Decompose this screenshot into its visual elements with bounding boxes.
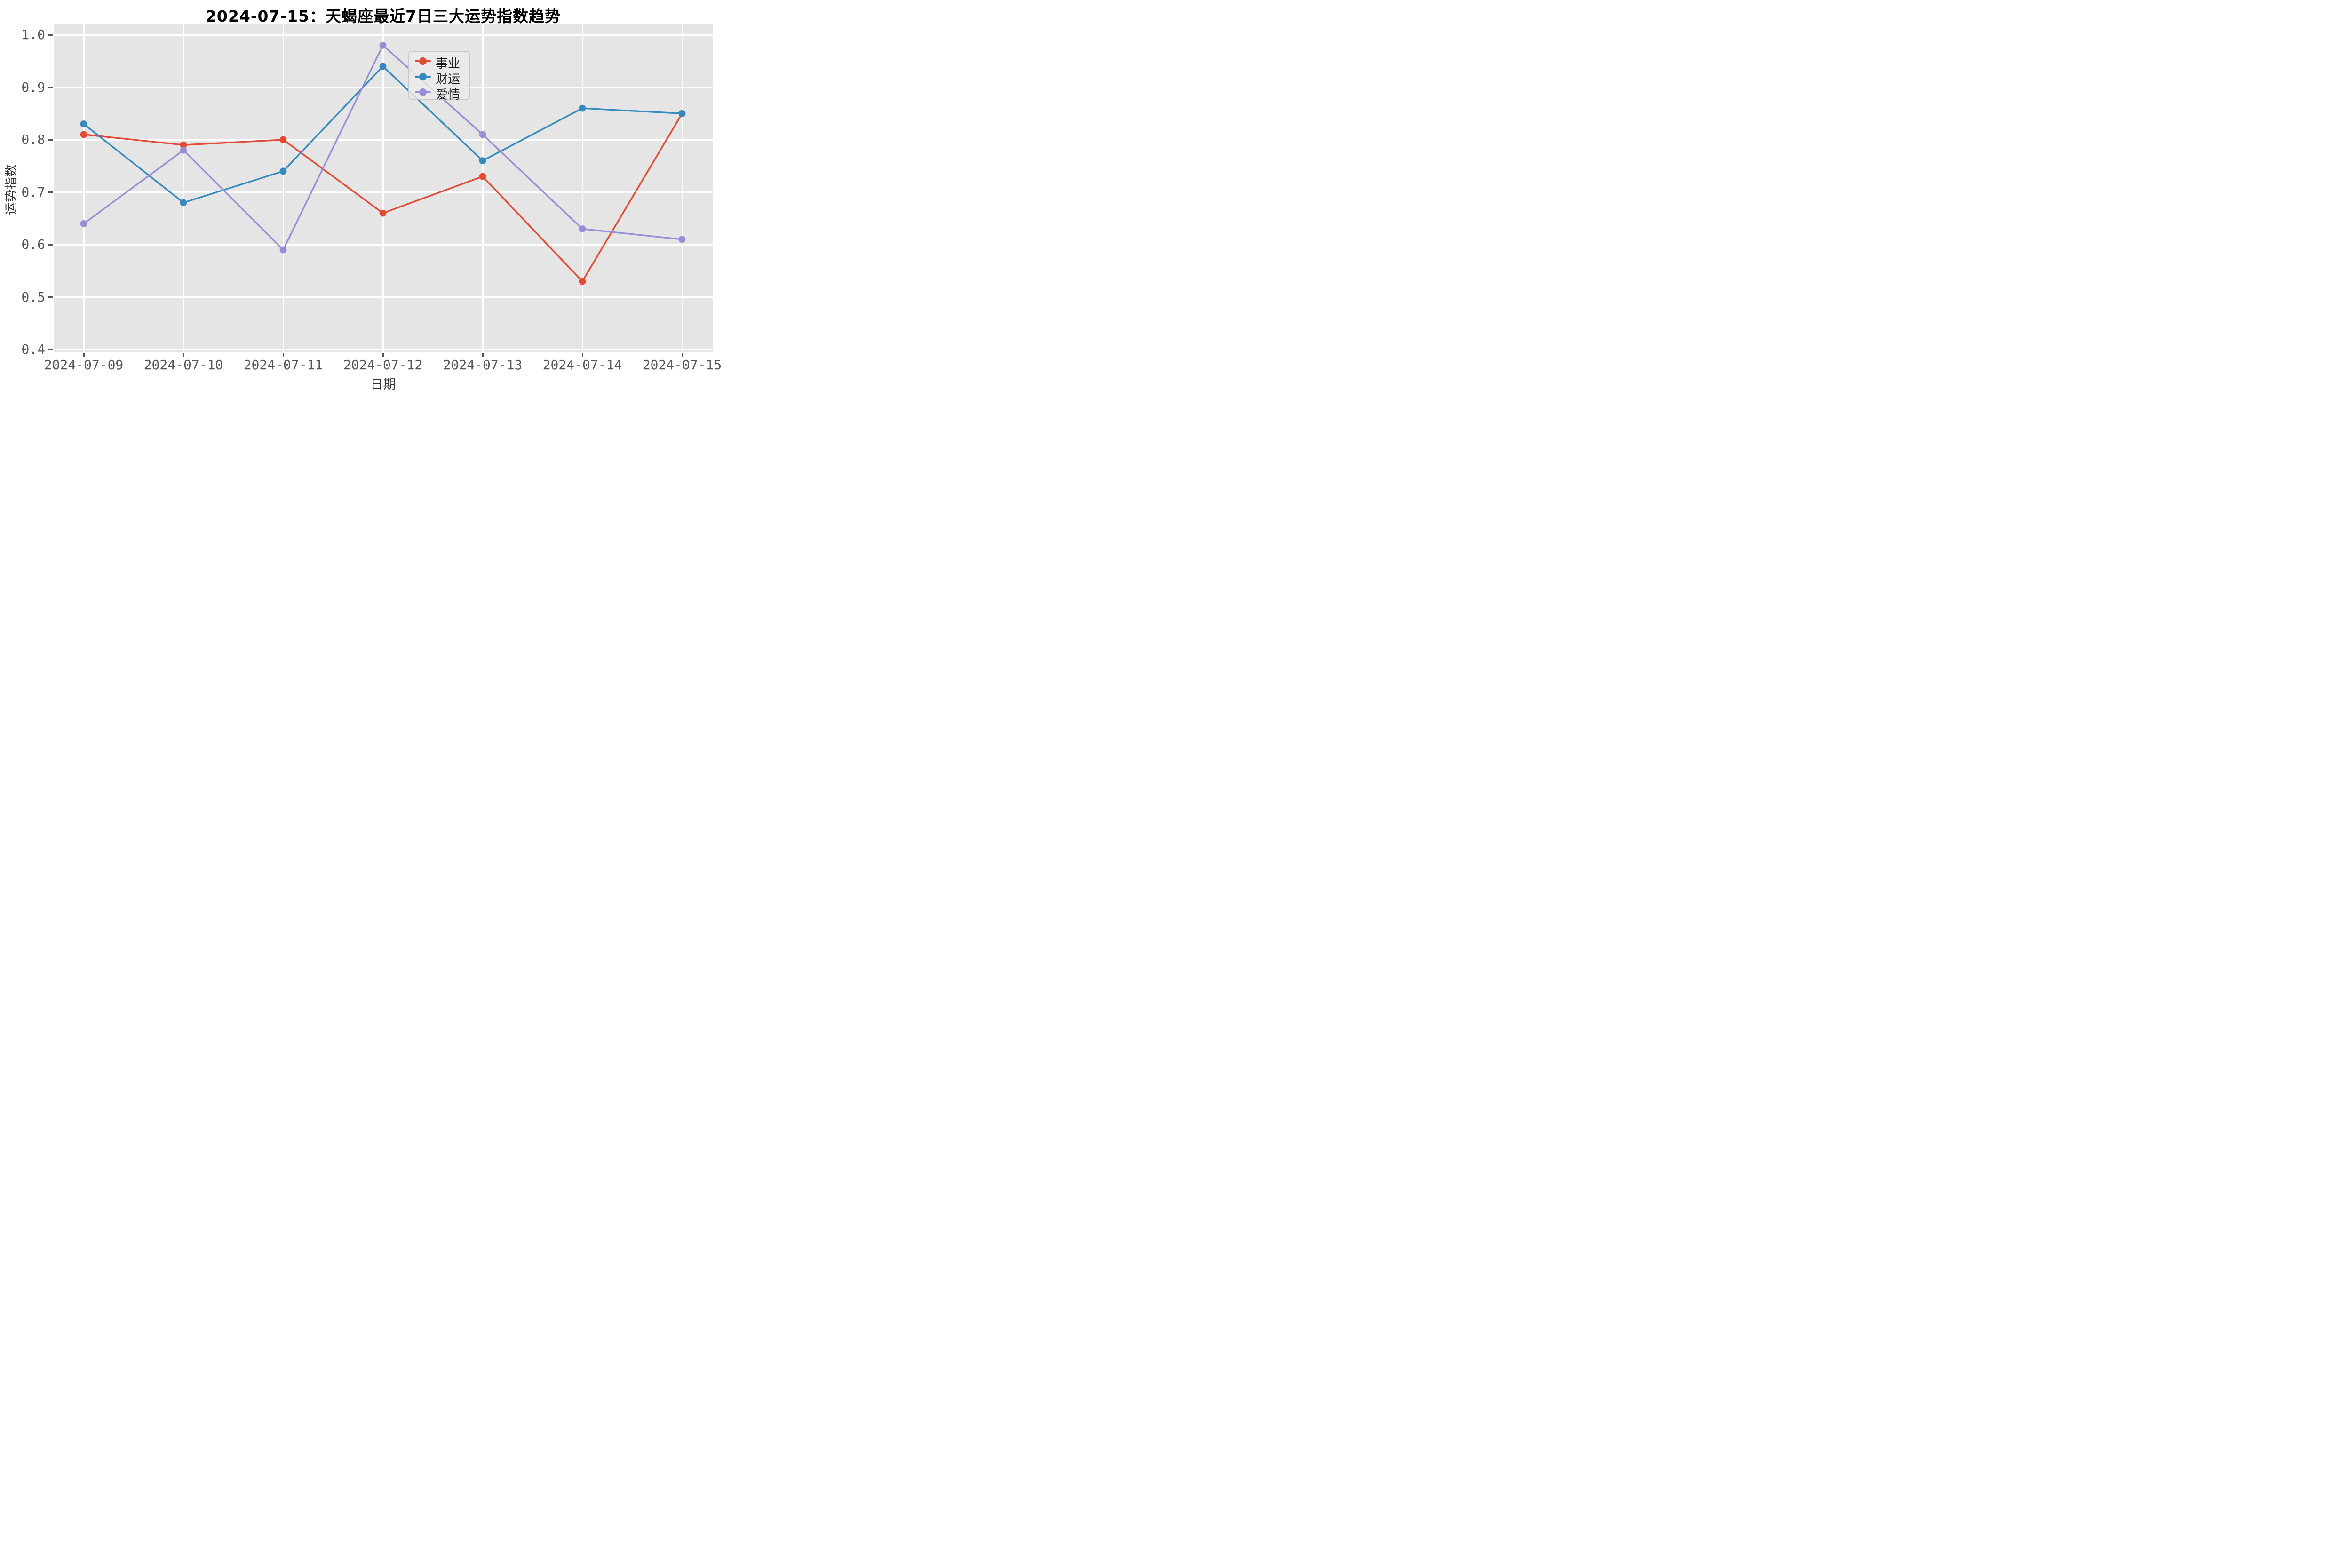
x-tick-mark (482, 353, 484, 357)
y-tick-mark (48, 34, 53, 36)
x-tick-mark (83, 353, 85, 357)
y-tick-mark (48, 87, 53, 88)
x-tick-label: 2024-07-12 (343, 357, 423, 373)
x-gridline (282, 24, 284, 352)
y-tick-label: 0.4 (21, 342, 45, 357)
x-tick-mark (581, 353, 583, 357)
x-tick-mark (183, 353, 184, 357)
love-line-marker-icon (415, 87, 431, 98)
chart-title: 2024-07-15：天蝎座最近7日三大运势指数趋势 (205, 7, 561, 25)
y-tick-mark (48, 349, 53, 350)
data-point-career (279, 136, 287, 143)
x-tick-label: 2024-07-10 (143, 357, 223, 373)
y-tick-label: 1.0 (21, 27, 45, 42)
x-axis-label: 日期 (370, 377, 396, 392)
y-tick-mark (48, 244, 53, 246)
plot-area: 事业 财运 爱情 (54, 24, 713, 352)
data-point-love (379, 41, 387, 49)
fortune-trend-figure: 2024-07-15：天蝎座最近7日三大运势指数趋势 事业 财运 (0, 0, 729, 392)
y-tick-mark (48, 191, 53, 193)
data-point-wealth (80, 120, 87, 127)
x-tick-mark (282, 353, 284, 357)
data-point-love (80, 220, 87, 227)
career-line-marker-icon (415, 56, 431, 67)
legend-label-wealth: 财运 (436, 72, 461, 87)
data-point-wealth (579, 104, 586, 112)
y-tick-label: 0.9 (21, 79, 45, 95)
x-tick-label: 2024-07-11 (243, 357, 323, 373)
x-gridline (482, 24, 484, 352)
x-gridline (83, 24, 85, 352)
legend-label-career: 事业 (436, 57, 461, 71)
series-line-wealth (83, 65, 683, 204)
data-point-love (279, 246, 287, 254)
data-point-career (379, 209, 387, 217)
data-point-love (678, 236, 686, 243)
data-point-career (180, 141, 187, 149)
x-gridline (681, 24, 683, 352)
x-gridline (183, 24, 184, 352)
y-tick-mark (48, 139, 53, 141)
x-tick-mark (681, 353, 683, 357)
data-point-wealth (279, 167, 287, 175)
data-point-love (479, 131, 486, 138)
y-tick-label: 0.6 (21, 237, 45, 252)
data-point-wealth (180, 199, 187, 207)
series-lines-svg (80, 41, 686, 285)
x-tick-label: 2024-07-13 (443, 357, 523, 373)
x-tick-mark (382, 353, 384, 357)
y-tick-label: 0.7 (21, 184, 45, 200)
x-tick-label: 2024-07-14 (542, 357, 622, 373)
x-tick-label: 2024-07-09 (44, 357, 124, 373)
series-line-career (83, 112, 683, 282)
data-point-career (579, 278, 586, 285)
y-tick-label: 0.5 (21, 289, 45, 305)
data-point-wealth (379, 63, 387, 70)
x-tick-label: 2024-07-15 (642, 357, 722, 373)
y-tick-mark (48, 296, 53, 298)
y-tick-label: 0.8 (21, 132, 45, 147)
wealth-line-marker-icon (415, 71, 431, 82)
data-point-love (579, 225, 586, 232)
data-point-career (479, 173, 486, 180)
x-gridline (581, 24, 583, 352)
data-point-career (80, 131, 87, 138)
legend-box: 事业 财运 爱情 (408, 51, 470, 102)
legend-label-love: 爱情 (436, 88, 461, 102)
x-gridline (382, 24, 384, 352)
data-point-wealth (479, 157, 486, 164)
series-line-love (83, 44, 683, 251)
data-point-wealth (678, 110, 686, 117)
data-point-love (180, 146, 187, 154)
